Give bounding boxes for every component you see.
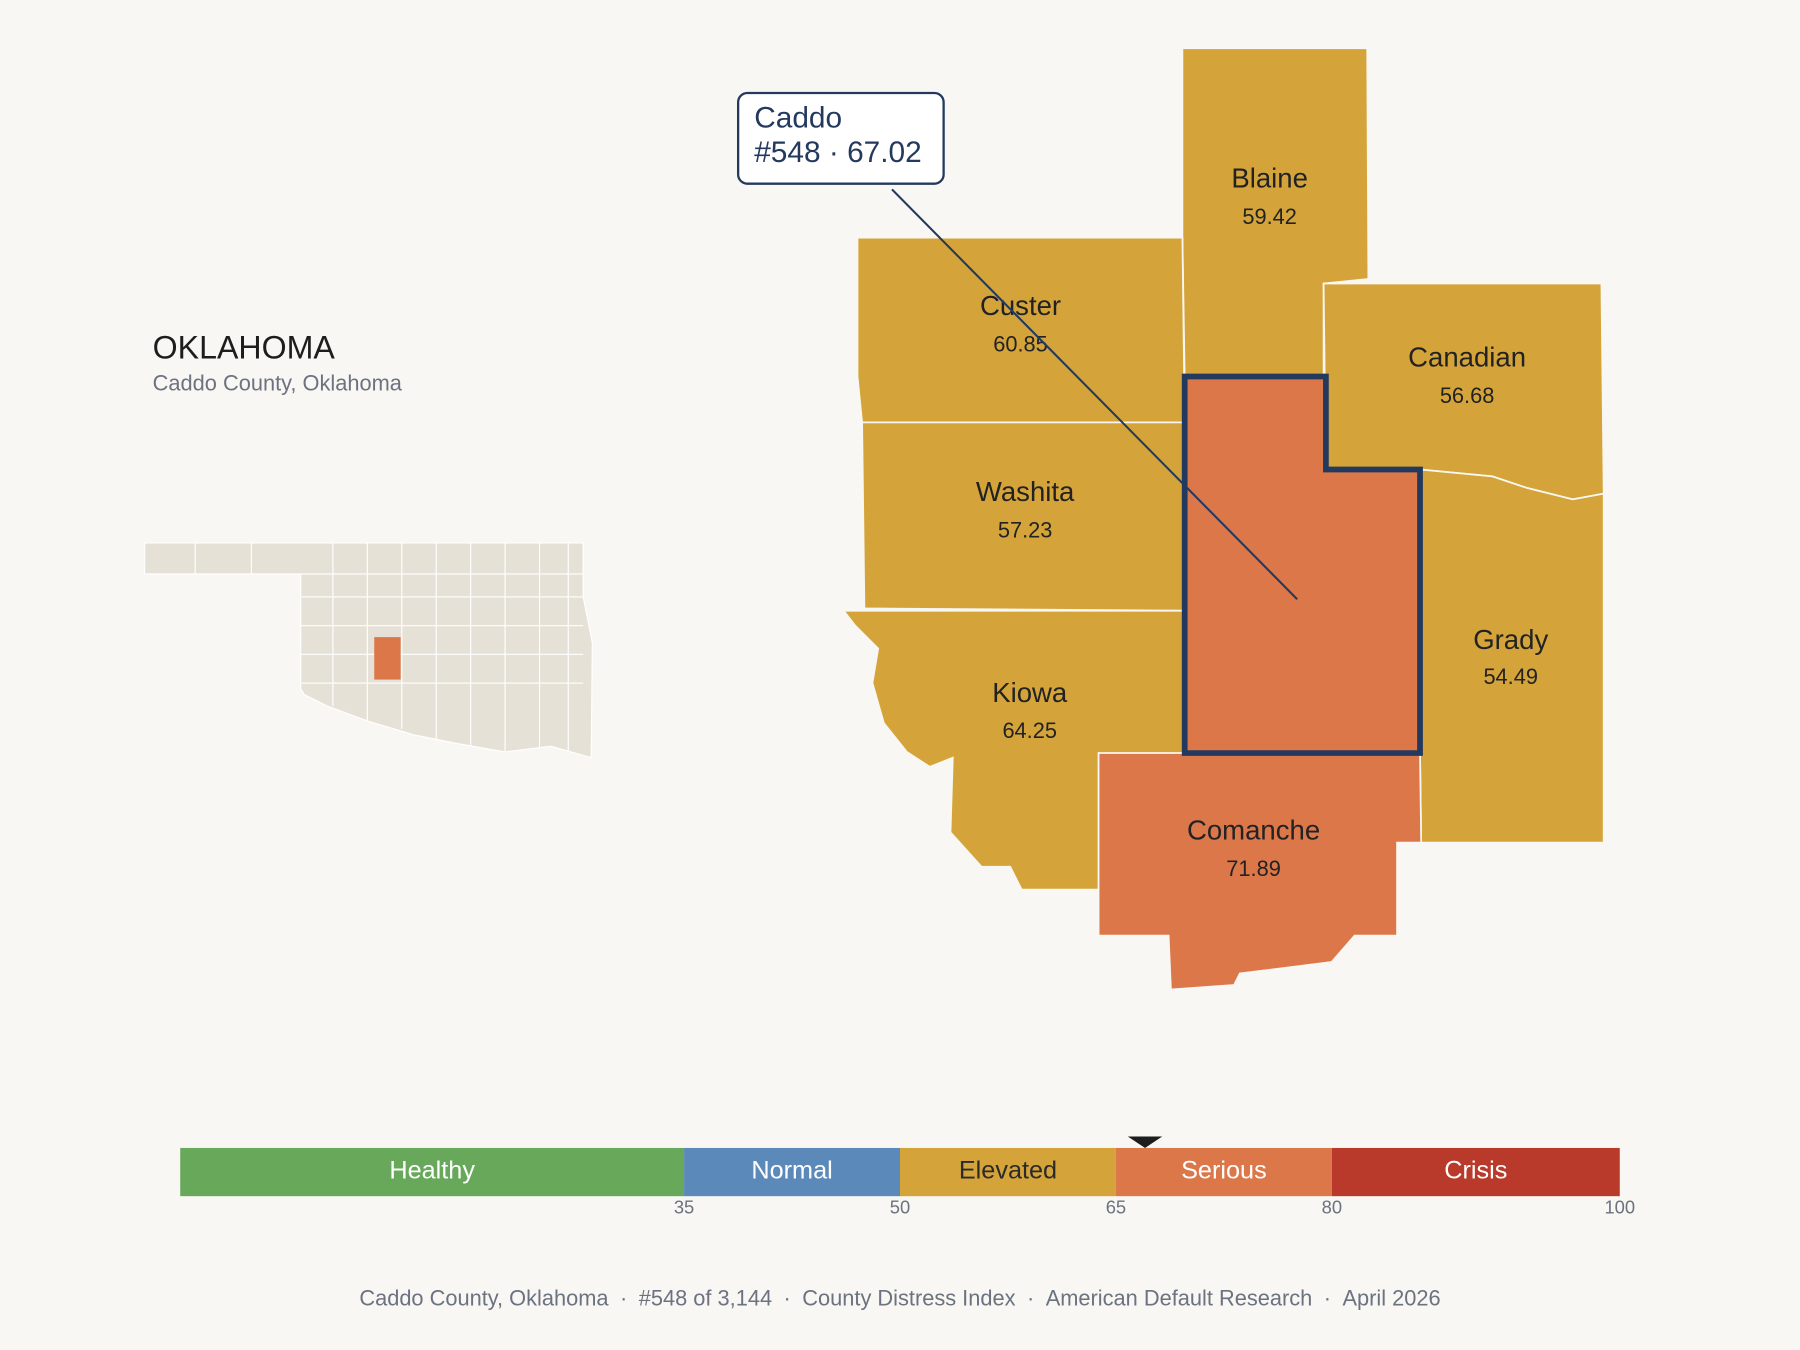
scale-band [180,1147,685,1197]
county-name: Washita [976,476,1075,507]
title: OKLAHOMA [153,330,336,366]
scale-band [684,1147,900,1197]
callout-leader [891,188,1298,600]
footer-item: April 2026 [1343,1285,1441,1310]
scale-tick-label: 65 [1106,1197,1126,1218]
scale-tick-label: 35 [674,1197,694,1218]
footer-separator: · [620,1285,627,1310]
county-value: 59.42 [1242,204,1297,229]
callout-name: Caddo [754,101,842,134]
footer-item: #548 of 3,144 [639,1285,772,1310]
inset-map [144,542,593,759]
scale-tick-label: 80 [1322,1197,1342,1218]
county-labels: Blaine 59.42 Custer 60.85 Washita 57.23 … [976,163,1549,881]
county-value: 54.49 [1483,664,1538,689]
score-marker [1127,1136,1163,1148]
county[interactable] [1419,468,1605,844]
inset-focus [374,637,401,680]
band-label: Crisis [1444,1157,1507,1185]
focus-county[interactable] [1181,373,1423,756]
county-name: Comanche [1187,815,1320,846]
footer-separator: · [1324,1285,1331,1310]
county[interactable] [856,236,1186,424]
county-name: Canadian [1408,342,1526,373]
callout-rank: #548 [754,136,820,169]
footer-separator: · [1027,1285,1034,1310]
footer-item: County Distress Index [802,1285,1015,1310]
county-lines [194,542,584,752]
subtitle: Caddo County, Oklahoma [153,370,403,395]
county[interactable] [1097,752,1423,991]
callout-separator: · [829,136,839,169]
county-name: Kiowa [992,677,1068,708]
callout: Caddo #548 · 67.02 [736,91,1298,600]
footer-item: Caddo County, Oklahoma [359,1285,609,1310]
county-value: 60.85 [993,331,1048,356]
callout-score: 67.02 [847,136,922,169]
county-name: Custer [980,290,1061,321]
band-label: Healthy [389,1157,475,1185]
scale-band [1115,1147,1332,1197]
callout-detail: #548 · 67.02 [754,136,922,169]
county-value: 64.25 [1002,718,1057,743]
scale-band [1331,1147,1620,1197]
band-label: Serious [1181,1157,1267,1185]
county-value: 57.23 [998,517,1053,542]
county-name: Blaine [1231,163,1308,194]
county-name: Grady [1473,624,1548,655]
county-layer [842,47,1605,991]
scale-band [900,1147,1116,1197]
distress-scale: Healthy Normal Elevated Serious Crisis 35 50 65… [180,1136,1635,1218]
footer-separator: · [784,1285,791,1310]
callout-box [736,91,945,185]
footer: Caddo County, Oklahoma · #548 of 3,144 · Cou… [359,1285,1440,1310]
scale-tick-label: 100 [1604,1197,1635,1218]
scale-tick-label: 50 [890,1197,910,1218]
footer-item: American Default Research [1046,1285,1313,1310]
county-value: 71.89 [1226,856,1281,881]
county-value: 56.68 [1440,383,1495,408]
band-label: Normal [751,1157,832,1185]
band-label: Elevated [959,1157,1057,1185]
